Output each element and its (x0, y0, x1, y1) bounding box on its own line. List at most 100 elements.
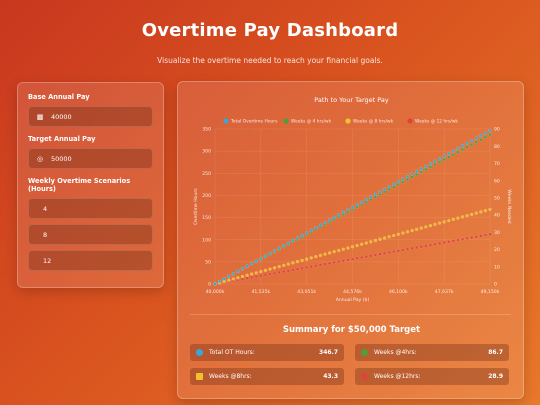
series-point (282, 269, 286, 274)
scenario-input-3[interactable]: 12 (28, 250, 153, 271)
page-title: Overtime Pay Dashboard (141, 20, 399, 41)
y-left-tick-label: 200 (202, 193, 211, 199)
series-point (479, 210, 483, 214)
series-point (291, 268, 295, 272)
x-tick-label: 46,100k (389, 289, 408, 295)
y-right-tick-label: 90 (494, 127, 500, 133)
total-hours-icon (196, 349, 203, 356)
series-point (396, 182, 400, 187)
series-point (373, 253, 378, 257)
series-point (314, 264, 318, 268)
series-point (387, 250, 391, 255)
legend-marker (345, 118, 351, 124)
y-right-tick-label: 40 (494, 213, 500, 219)
series-point (415, 245, 419, 250)
series-point (350, 205, 355, 209)
series-point (254, 271, 258, 275)
series-point (318, 263, 323, 267)
series-point (295, 267, 300, 271)
scenario-value-3: 12 (43, 256, 52, 265)
series-point (346, 258, 350, 262)
series-point (282, 243, 286, 248)
series-point (488, 232, 492, 236)
series-point (355, 243, 359, 248)
weeks-8-icon (196, 373, 203, 380)
summary-total-hours: Total OT Hours: 346.7 (190, 344, 344, 361)
target-icon: ◎ (36, 154, 44, 163)
chart-panel: Path to Your Target Pay 0 50 100 150 200 250 3… (177, 81, 524, 399)
series-point (337, 259, 341, 264)
series-point (332, 260, 336, 265)
y-left-axis-label: Overtime Hours (193, 188, 199, 225)
series-point (437, 241, 442, 246)
y-right-tick-label: 70 (494, 161, 500, 167)
series-point (305, 231, 309, 235)
series-point (470, 139, 474, 143)
series-point (245, 264, 249, 268)
series-point (227, 274, 231, 278)
series-point (277, 246, 281, 250)
x-tick-label: 49,150k (481, 289, 500, 295)
series-point (323, 252, 327, 256)
chart-title: Path to Your Target Pay (314, 96, 389, 104)
scenario-input-1[interactable]: 4 (28, 198, 153, 219)
scenario-input-2[interactable]: 8 (28, 224, 153, 245)
series-point (240, 266, 245, 271)
series-point (318, 223, 323, 227)
series-point (341, 247, 345, 251)
series-point (419, 226, 423, 230)
legend-marker (407, 118, 413, 124)
series-point (282, 263, 286, 268)
series-point (291, 261, 295, 265)
base-pay-input[interactable]: ▩ 40000 (28, 106, 153, 127)
series-point (456, 146, 460, 151)
series-point (231, 277, 235, 281)
series-point (387, 235, 391, 239)
series-point (401, 231, 405, 235)
series-point (405, 177, 410, 182)
x-tick-label: 43,051k (297, 289, 316, 295)
divider (190, 314, 511, 315)
series-point (259, 274, 263, 278)
y-left-tick-label: 50 (205, 259, 211, 265)
summary-weeks-4: Weeks @4hrs: 86.7 (355, 344, 509, 361)
series-point (346, 208, 350, 212)
target-pay-input[interactable]: ◎ 50000 (28, 148, 153, 169)
series-point (378, 237, 382, 241)
series-point (460, 144, 465, 148)
series-point (442, 220, 446, 224)
series-point (392, 233, 396, 238)
series-point (451, 239, 455, 243)
series-point (286, 241, 290, 245)
series-point (272, 249, 277, 253)
series-point (401, 180, 405, 184)
series-point (479, 138, 483, 142)
series-point (263, 273, 268, 277)
y-left-tick-label: 150 (202, 215, 211, 221)
series-point (456, 150, 460, 154)
summary-label: Weeks @8hrs: (209, 373, 252, 380)
series-point (286, 269, 290, 273)
series-point (447, 240, 451, 244)
series-point (300, 266, 304, 270)
y-left-tick-label: 300 (202, 149, 211, 155)
target-pay-value: 50000 (51, 154, 72, 163)
series-point (327, 251, 332, 255)
summary-label: Weeks @12hrs: (374, 373, 421, 380)
series-point (314, 226, 318, 230)
series-point (382, 187, 387, 191)
y-left-tick-label: 0 (208, 282, 211, 288)
series-point (300, 233, 304, 238)
series-point (305, 257, 309, 261)
series-point (245, 276, 249, 280)
summary-value: 86.7 (488, 349, 503, 356)
series-point (346, 246, 350, 250)
series-point (456, 216, 460, 220)
series-point (442, 157, 446, 162)
series-point (309, 264, 313, 269)
series-point (382, 236, 387, 240)
series-point (392, 182, 396, 186)
series-point (419, 167, 423, 171)
series-point (410, 228, 414, 233)
series-point (483, 131, 488, 135)
